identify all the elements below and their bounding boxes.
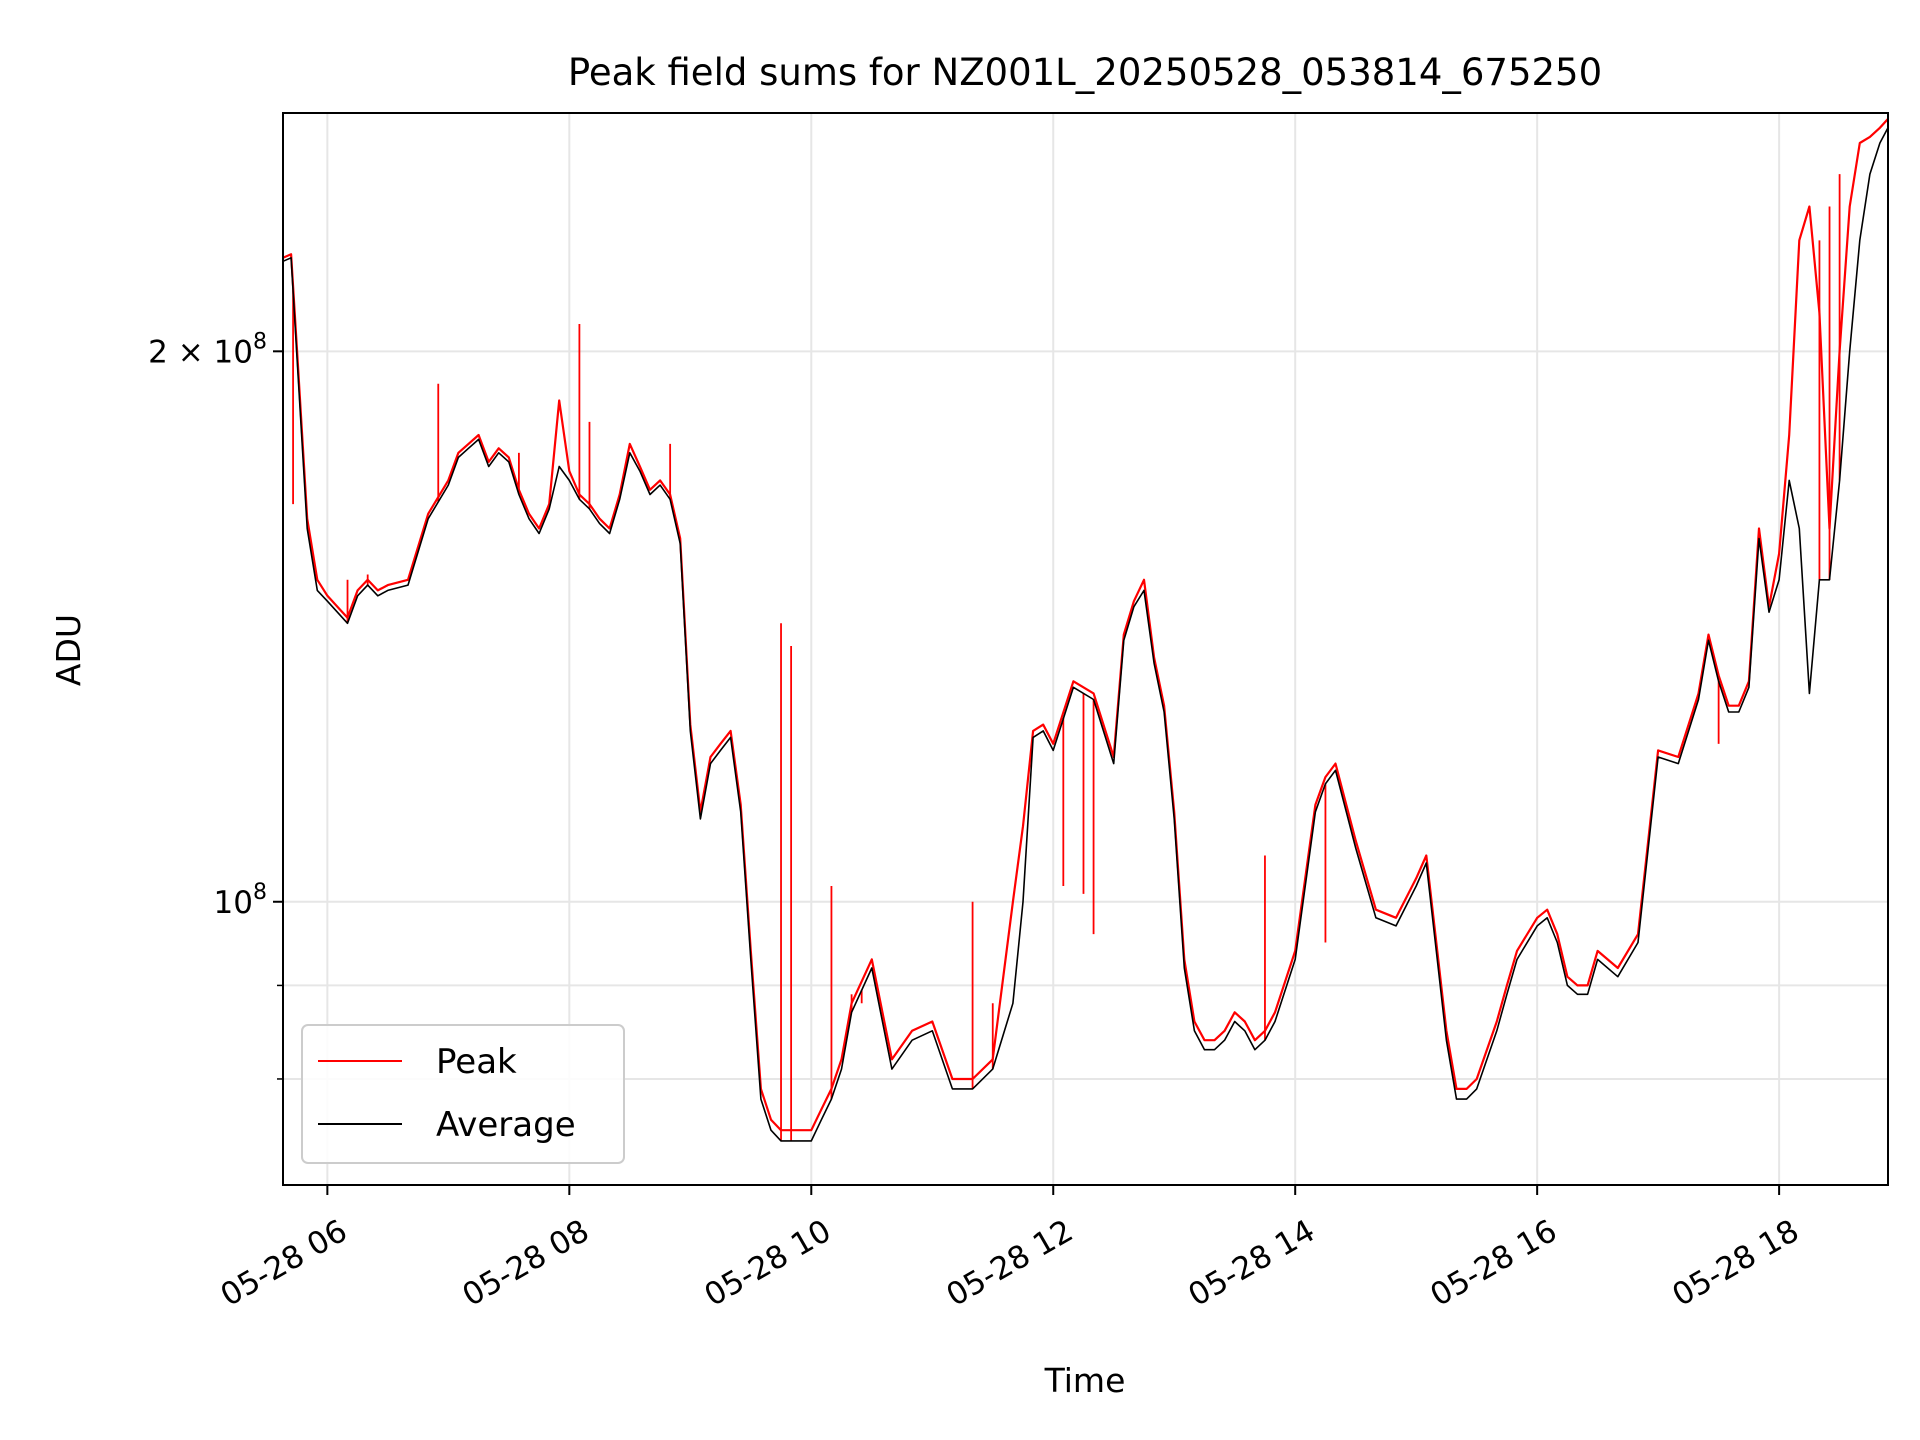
grid [283,113,1888,1185]
plot-frame [282,112,1889,1186]
y-tick-label: 108 [214,880,267,921]
legend-peak-label: Peak [436,1042,517,1082]
series-line-average [282,127,1889,1142]
y-axis: 2 × 108 108 [148,329,283,1080]
series-peak [282,118,1889,1141]
chart-title: Peak field sums for NZ001L_20250528_0538… [568,51,1602,94]
series-line-peak [282,118,1889,1132]
legend-box [301,1024,625,1164]
series-average [282,127,1889,1142]
y-axis-label: ADU [49,614,88,686]
plot-area [282,112,1889,1186]
legend: Peak Average [301,1024,625,1164]
y-tick-label: 2 × 108 [148,329,267,370]
x-axis-label: Time [1044,1361,1126,1400]
legend-average-label: Average [436,1105,576,1145]
